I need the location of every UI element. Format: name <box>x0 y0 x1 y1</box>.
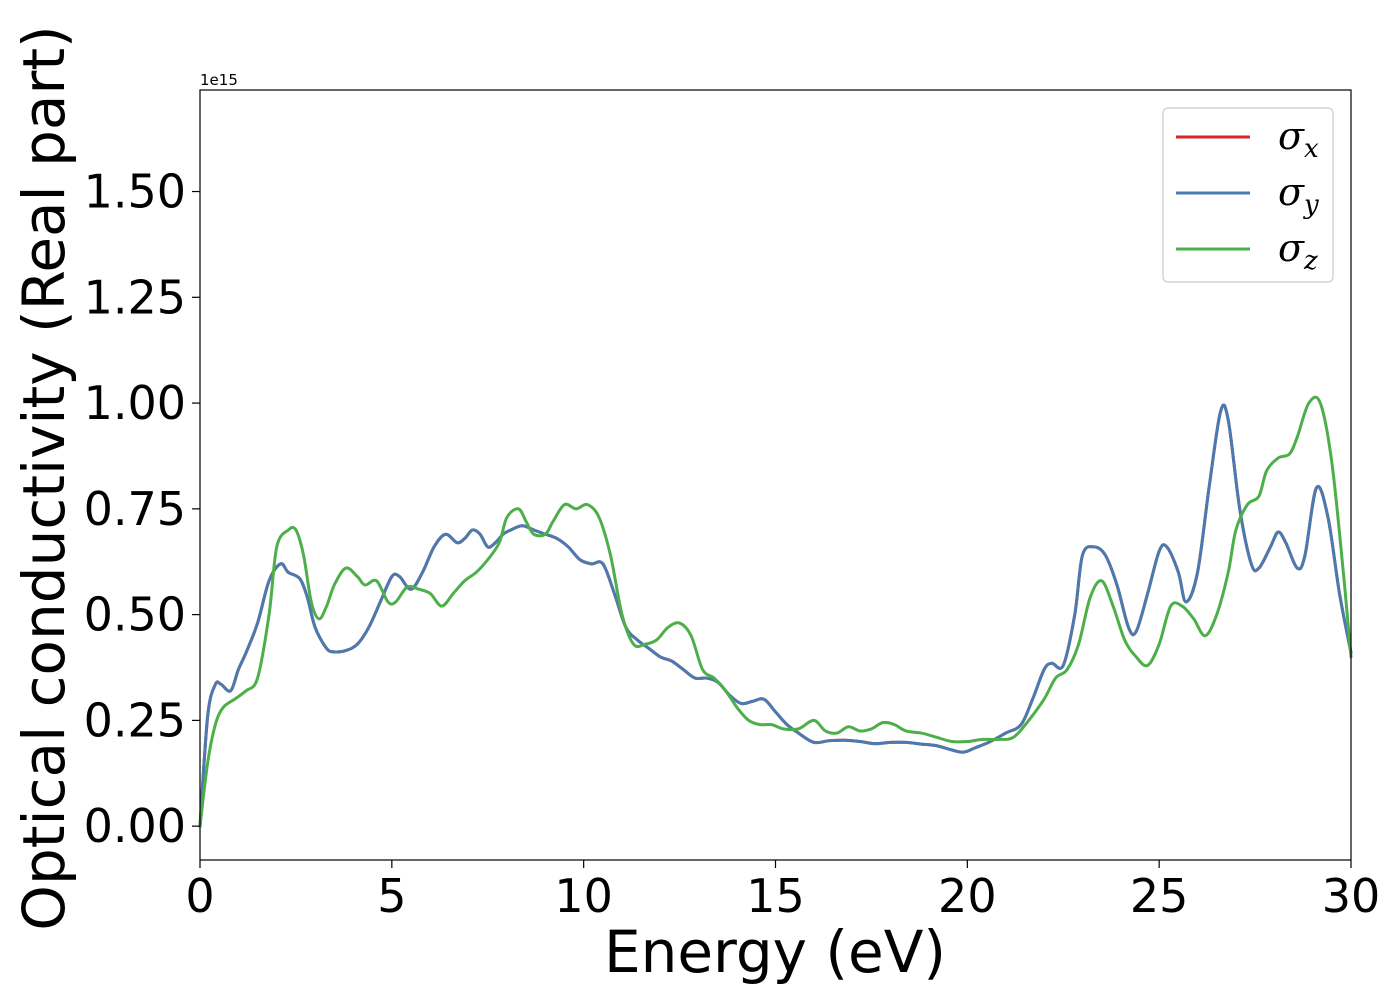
legend: σx σy σz <box>1162 107 1334 283</box>
legend-box <box>1162 107 1334 283</box>
y-axis-label: Optical conductivity (Real part) <box>10 25 78 930</box>
y-tick-label: 1.50 <box>84 165 186 219</box>
x-tick-label: 25 <box>1130 869 1189 923</box>
y-tick-label: 1.25 <box>84 270 186 324</box>
y-tick-label: 0.75 <box>84 482 186 536</box>
x-axis-label: Energy (eV) <box>604 918 946 986</box>
y-offset-label: 1e15 <box>200 71 238 89</box>
x-tick-label: 15 <box>746 869 805 923</box>
series-line-z <box>198 395 1353 828</box>
y-tick-label: 1.00 <box>84 376 186 430</box>
legend-label-y: σy <box>1278 170 1319 220</box>
x-tick-label: 5 <box>377 869 406 923</box>
legend-label-z: σz <box>1278 226 1318 276</box>
y-tick-label: 0.00 <box>84 799 186 853</box>
x-tick-label: 0 <box>185 869 214 923</box>
x-tick-label: 20 <box>938 869 997 923</box>
y-axis: 0.00 0.25 0.50 0.75 1.00 1.25 1.50 <box>84 165 200 853</box>
plot-area <box>200 90 1351 860</box>
y-tick-label: 0.25 <box>84 693 186 747</box>
x-tick-label: 30 <box>1322 869 1381 923</box>
series-line-y <box>198 403 1353 828</box>
x-axis: 0 5 10 15 20 25 30 <box>185 860 1380 923</box>
legend-label-x: σx <box>1278 114 1319 164</box>
series-layer <box>198 395 1353 828</box>
y-tick-label: 0.50 <box>84 588 186 642</box>
x-tick-label: 10 <box>554 869 613 923</box>
